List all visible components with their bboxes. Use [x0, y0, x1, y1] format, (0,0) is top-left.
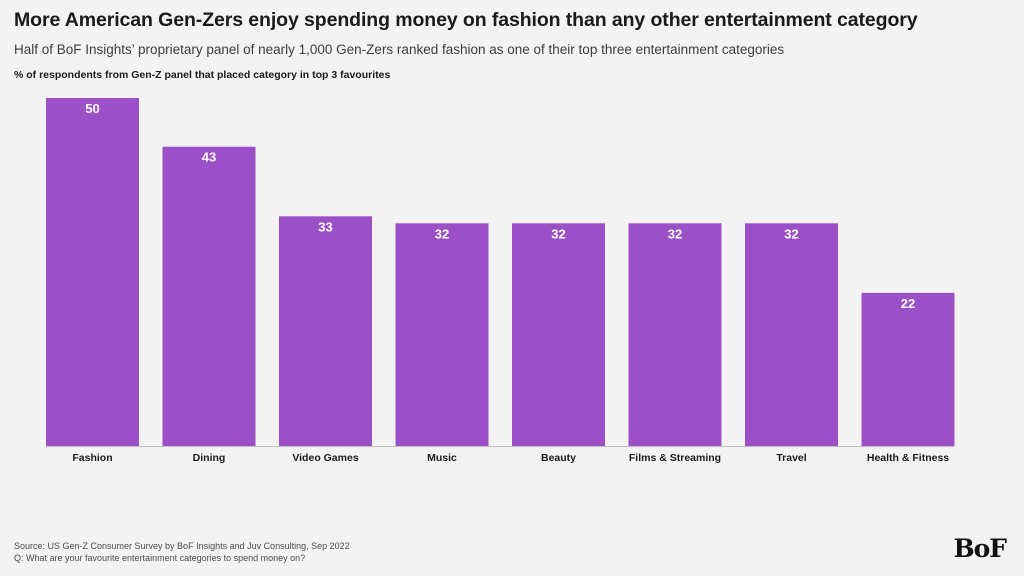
category-tick-label: Dining — [193, 452, 226, 464]
data-label: 50 — [85, 101, 99, 116]
bar-travel — [745, 223, 838, 446]
category-tick-label: Travel — [776, 452, 806, 464]
category-tick-label: Beauty — [541, 452, 576, 464]
question-note: Q: What are your favourite entertainment… — [14, 553, 306, 563]
bar-dining — [162, 146, 256, 446]
bar-fashion — [46, 98, 139, 446]
bar-video-games — [279, 216, 372, 446]
bar-music — [395, 223, 489, 446]
y-axis-label: % of respondents from Gen-Z panel that p… — [14, 69, 391, 81]
data-label: 22 — [901, 296, 915, 311]
bar-beauty — [512, 223, 605, 446]
data-label: 32 — [435, 226, 449, 241]
category-tick-label: Video Games — [292, 452, 358, 464]
category-tick-label: Fashion — [72, 452, 112, 464]
category-tick-label: Films & Streaming — [629, 452, 721, 464]
bar-films-streaming — [628, 223, 722, 446]
chart-subtitle: Half of BoF Insights’ proprietary panel … — [14, 42, 785, 57]
bar-health-fitness — [861, 292, 955, 446]
chart-title: More American Gen-Zers enjoy spending mo… — [14, 9, 918, 31]
bof-logo: BoF — [953, 534, 1007, 563]
data-label: 32 — [784, 226, 798, 241]
data-label: 43 — [202, 150, 216, 165]
category-tick-label: Health & Fitness — [867, 452, 949, 464]
data-label: 33 — [318, 219, 332, 234]
source-note: Source: US Gen-Z Consumer Survey by BoF … — [14, 541, 350, 551]
data-label: 32 — [668, 226, 682, 241]
category-tick-label: Music — [427, 452, 457, 464]
data-label: 32 — [551, 226, 565, 241]
footer: Source: US Gen-Z Consumer Survey by BoF … — [14, 540, 350, 564]
